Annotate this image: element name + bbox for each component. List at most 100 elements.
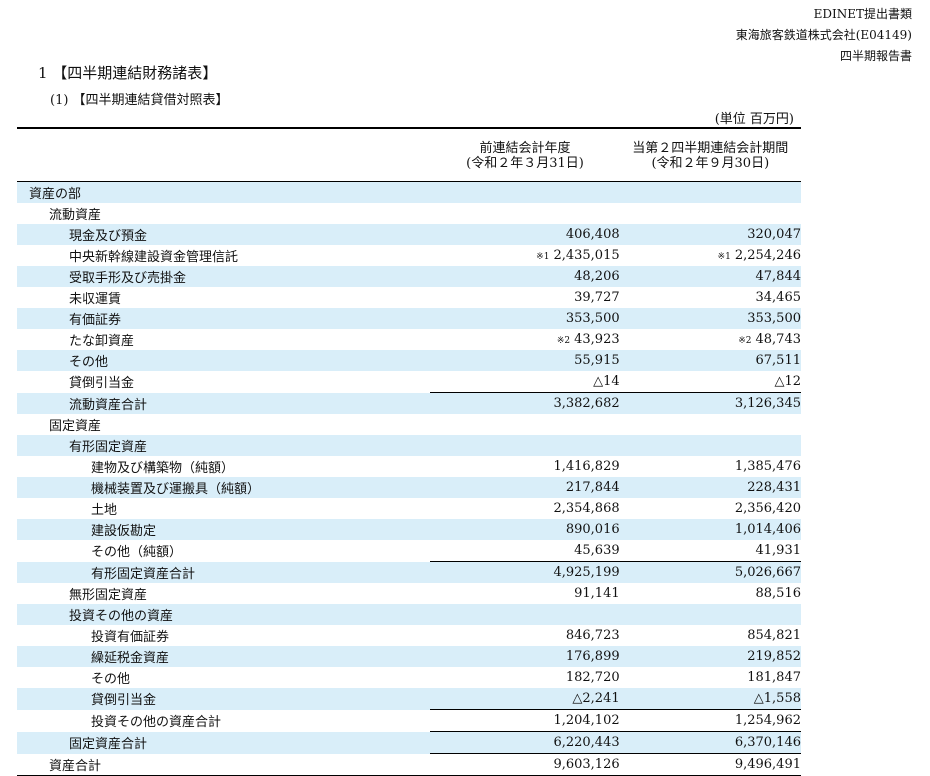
prev-value: 353,500	[430, 308, 620, 329]
prev-value: 45,639	[430, 540, 620, 562]
amount: 2,435,015	[553, 248, 620, 263]
amount: 47,844	[755, 269, 802, 284]
row-label: 固定資産	[49, 419, 102, 434]
amount: 1,416,829	[553, 459, 620, 474]
amount: 182,720	[565, 670, 620, 685]
table-row: 流動資産	[17, 203, 801, 224]
table-row: 中央新幹線建設資金管理信託 ※1 2,435,015 ※1 2,254,246	[17, 245, 801, 266]
table-row: 無形固定資産 91,141 88,516	[17, 583, 801, 604]
amount: 4,925,199	[553, 565, 620, 580]
amount: 6,370,146	[734, 735, 801, 750]
amount: 1,254,962	[734, 713, 801, 728]
row-label: 資産の部	[17, 181, 431, 203]
amount: 48,743	[755, 332, 802, 347]
table-row: 資産の部	[17, 181, 801, 203]
prev-value: 6,220,443	[430, 731, 620, 754]
amount: 406,408	[565, 227, 620, 242]
header-prev-period: 前連結会計年度 (令和２年３月31日)	[430, 127, 620, 182]
curr-value: 88,516	[620, 583, 802, 604]
table-row: 投資その他の資産合計 1,204,102 1,254,962	[17, 709, 801, 732]
amount: 2,354,868	[553, 501, 620, 516]
prev-value	[430, 181, 620, 203]
row-label: 資産合計	[17, 753, 431, 776]
row-label: 有価証券	[17, 308, 431, 329]
curr-value: 6,370,146	[619, 731, 801, 754]
amount: 219,852	[747, 649, 801, 664]
row-label: 繰延税金資産	[17, 646, 431, 667]
curr-value: 854,821	[620, 625, 801, 646]
note-marker: ※2	[738, 336, 752, 346]
company-name: 東海旅客鉄道株式会社(E04149)	[735, 28, 912, 42]
table-row: 未収運賃 39,727 34,465	[17, 287, 801, 308]
amount: 1,204,102	[553, 713, 620, 728]
amount: 45,639	[574, 543, 620, 558]
curr-period-title: 当第２四半期連結会計期間	[632, 141, 789, 156]
row-label: 機械装置及び運搬具（純額）	[17, 477, 431, 498]
row-label: 土地	[91, 503, 118, 518]
table-row: 固定資産合計 6,220,443 6,370,146	[17, 731, 801, 754]
prev-value: 39,727	[430, 287, 620, 308]
curr-period-date: (令和２年９月30日)	[651, 156, 770, 171]
row-label: 建物及び構築物（純額）	[91, 461, 235, 476]
amount: 353,500	[565, 311, 620, 326]
amount: 228,431	[747, 480, 801, 495]
row-label: 中央新幹線建設資金管理信託	[69, 250, 239, 265]
curr-value: 1,014,406	[619, 519, 801, 540]
curr-value: 9,496,491	[619, 753, 801, 776]
row-label: 投資その他の資産	[17, 604, 431, 625]
table-row: 有形固定資産	[17, 435, 801, 456]
amount: 217,844	[565, 480, 620, 495]
amount: 9,496,491	[734, 757, 801, 772]
row-label: 建設仮勘定	[17, 519, 431, 540]
row-label: その他	[91, 672, 131, 687]
amount: 6,220,443	[553, 735, 620, 750]
row-label: 固定資産合計	[17, 731, 431, 754]
row-label: 未収運賃	[69, 292, 122, 307]
prev-value	[430, 604, 620, 625]
amount: 1,385,476	[734, 459, 801, 474]
amount: △14	[593, 374, 620, 389]
amount: 5,026,667	[734, 565, 801, 580]
table-row: その他 182,720 181,847	[17, 667, 801, 688]
curr-value: △1,558	[619, 688, 801, 710]
amount: 55,915	[574, 353, 620, 368]
section-title: 1 【四半期連結財務諸表】	[38, 64, 218, 82]
row-label: その他	[17, 350, 431, 371]
amount: 88,516	[755, 586, 802, 601]
amount: 2,254,246	[734, 248, 801, 263]
table-row: 受取手形及び売掛金 48,206 47,844	[17, 266, 801, 287]
prev-value: ※1 2,435,015	[430, 245, 619, 266]
row-label: たな卸資産	[69, 334, 135, 349]
curr-value: 228,431	[619, 477, 801, 498]
curr-value: 320,047	[619, 224, 801, 245]
prev-value: 1,416,829	[430, 456, 619, 477]
table-row: 流動資産合計 3,382,682 3,126,345	[17, 392, 801, 414]
table-header-row: 前連結会計年度 (令和２年３月31日) 当第２四半期連結会計期間 (令和２年９月…	[17, 127, 801, 182]
table-row: 資産合計 9,603,126 9,496,491	[17, 753, 801, 776]
header-curr-period: 当第２四半期連結会計期間 (令和２年９月30日)	[619, 127, 801, 182]
curr-value	[620, 414, 801, 435]
note-marker: ※1	[536, 252, 550, 262]
row-label: 流動資産合計	[17, 392, 431, 414]
prev-value: 2,354,868	[430, 498, 619, 519]
amount: △2,241	[572, 691, 620, 706]
curr-value: ※1 2,254,246	[620, 245, 801, 266]
curr-value: 219,852	[619, 646, 801, 667]
curr-value	[619, 435, 801, 456]
curr-value: 34,465	[620, 287, 802, 308]
amount: 1,014,406	[734, 522, 801, 537]
row-label: 流動資産	[49, 208, 102, 223]
amount: 854,821	[747, 628, 801, 643]
prev-value: 182,720	[430, 667, 620, 688]
amount: 91,141	[574, 586, 620, 601]
row-label: 受取手形及び売掛金	[17, 266, 431, 287]
amount: 39,727	[574, 290, 620, 305]
amount: 890,016	[565, 522, 620, 537]
note-marker: ※2	[556, 336, 571, 346]
table-row: 土地 2,354,868 2,356,420	[17, 498, 801, 519]
curr-value: 41,931	[620, 540, 802, 562]
prev-period-title: 前連結会計年度	[479, 141, 571, 156]
table-row: 貸倒引当金 △2,241 △1,558	[17, 688, 801, 710]
edinet-label: EDINET提出書類	[813, 7, 912, 21]
curr-value	[619, 181, 801, 203]
